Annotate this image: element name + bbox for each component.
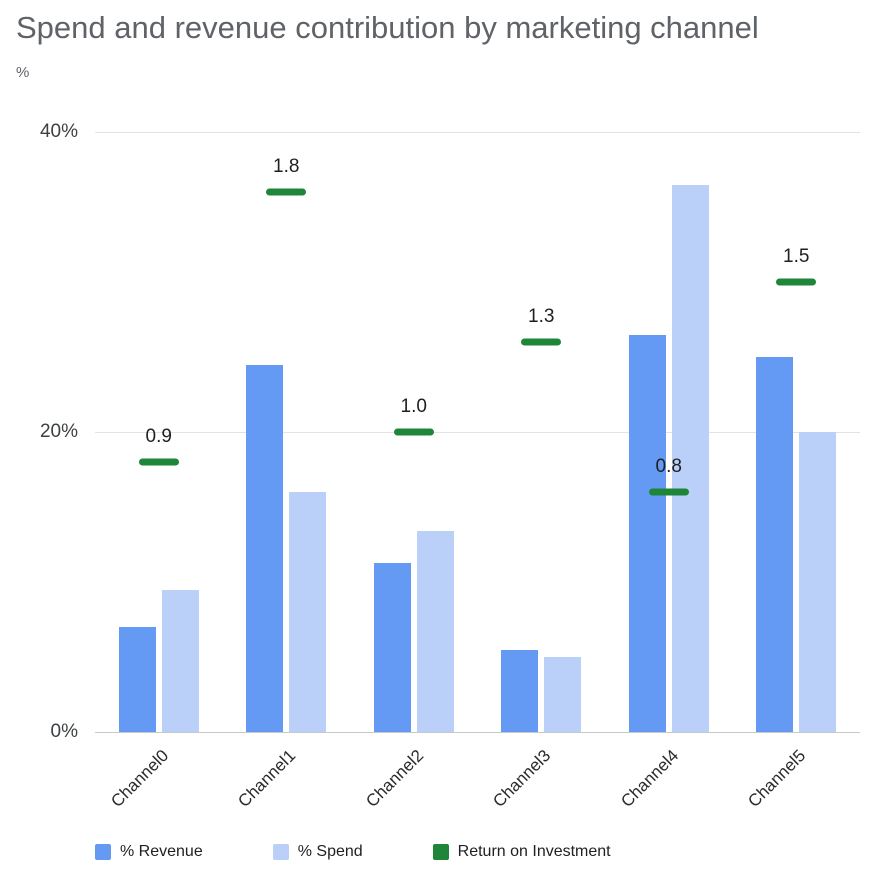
bar-group-channel3: 1.3 xyxy=(478,132,606,732)
legend-swatch-revenue-icon xyxy=(95,844,111,860)
y-tick-0%: 0% xyxy=(50,721,78,742)
legend-label-revenue: % Revenue xyxy=(120,843,203,860)
y-tick-20%: 20% xyxy=(39,421,78,442)
legend-item-roi: Return on Investment xyxy=(432,843,611,861)
roi-marker-channel0 xyxy=(138,458,179,466)
roi-value-channel2: 1.0 xyxy=(400,396,427,417)
legend-label-roi: Return on Investment xyxy=(457,843,611,860)
bar-group-channel2: 1.0 xyxy=(350,132,478,732)
legend-item-revenue: % Revenue xyxy=(95,843,203,861)
legend-label-spend: % Spend xyxy=(297,843,363,860)
y-axis-tick-labels: 0% 20% 40% xyxy=(0,121,78,742)
bar-spend-channel3 xyxy=(544,657,582,732)
bar-spend-channel2 xyxy=(416,531,454,732)
x-axis-label-channel0: Channel0 xyxy=(107,746,173,811)
y-axis-unit-label: % xyxy=(16,64,30,81)
bar-revenue-channel0 xyxy=(118,627,156,732)
x-axis-label-channel5: Channel5 xyxy=(744,746,810,811)
x-axis-label-channel2: Channel2 xyxy=(362,746,428,811)
bar-group-channel1: 1.8 xyxy=(223,132,351,732)
bar-revenue-channel2 xyxy=(373,562,411,732)
bar-spend-channel0 xyxy=(161,589,199,732)
x-axis-label-channel4: Channel4 xyxy=(617,746,683,811)
roi-value-channel3: 1.3 xyxy=(528,306,555,327)
plot-area: 0.9 Channel0 1.8 Channel1 1.0 Channel2 1.3 Chan… xyxy=(95,132,861,811)
legend-swatch-roi-icon xyxy=(432,844,449,860)
bar-revenue-channel1 xyxy=(246,364,284,732)
bar-revenue-channel5 xyxy=(756,357,794,732)
bar-spend-channel5 xyxy=(799,432,837,732)
roi-value-channel0: 0.9 xyxy=(145,426,172,447)
gridline-20% xyxy=(95,432,860,433)
roi-value-channel5: 1.5 xyxy=(783,246,810,267)
roi-marker-channel1 xyxy=(266,188,307,196)
x-axis-label-channel1: Channel1 xyxy=(234,746,300,811)
roi-marker-channel3 xyxy=(521,338,562,346)
roi-value-channel1: 1.8 xyxy=(273,156,300,177)
chart-title: Spend and revenue contribution by market… xyxy=(16,10,759,45)
bar-group-channel0: 0.9 xyxy=(95,132,223,732)
y-tick-40%: 40% xyxy=(39,121,78,142)
roi-marker-channel5 xyxy=(776,278,817,286)
bar-spend-channel1 xyxy=(289,492,327,732)
bar-revenue-channel3 xyxy=(501,649,539,732)
bar-group-channel5: 1.5 xyxy=(733,132,861,732)
bar-revenue-channel4 xyxy=(628,334,666,732)
gridline-0% xyxy=(95,732,860,733)
legend: % Revenue % Spend Return on Investment xyxy=(95,843,611,861)
roi-value-channel4: 0.8 xyxy=(655,456,682,477)
roi-marker-channel2 xyxy=(393,428,434,436)
bar-spend-channel4 xyxy=(671,184,709,732)
roi-marker-channel4 xyxy=(648,488,689,496)
bar-group-channel4: 0.8 xyxy=(605,132,733,732)
legend-item-spend: % Spend xyxy=(272,843,363,861)
legend-swatch-spend-icon xyxy=(272,844,289,860)
x-axis-label-channel3: Channel3 xyxy=(489,746,555,811)
gridline-40% xyxy=(95,132,860,133)
